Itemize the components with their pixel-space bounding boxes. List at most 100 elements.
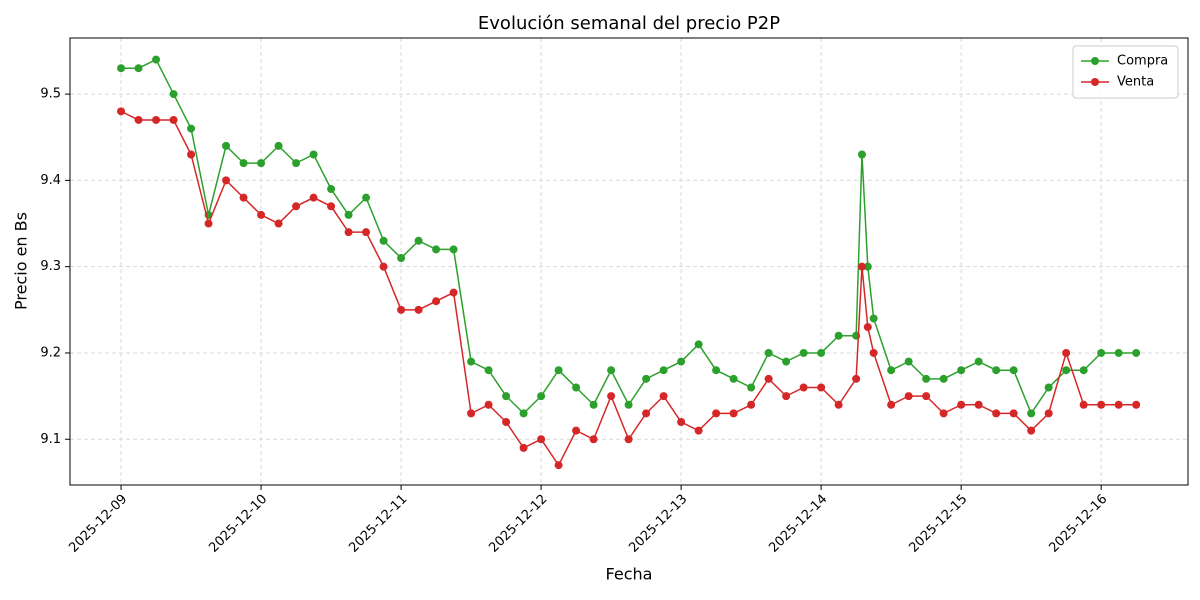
marker — [292, 159, 301, 168]
legend-marker — [1091, 57, 1099, 65]
marker — [327, 185, 336, 194]
marker — [852, 374, 861, 383]
marker — [344, 210, 353, 219]
marker — [204, 219, 213, 228]
marker — [1009, 409, 1018, 418]
marker — [904, 392, 913, 401]
marker — [502, 392, 511, 401]
x-axis-label: Fecha — [606, 565, 653, 584]
marker — [537, 392, 546, 401]
marker — [957, 366, 966, 375]
marker — [939, 374, 948, 383]
marker — [869, 314, 878, 323]
marker — [239, 193, 248, 202]
marker — [519, 443, 528, 452]
marker — [187, 124, 196, 133]
marker — [152, 55, 161, 64]
marker — [1062, 348, 1071, 357]
marker — [344, 228, 353, 237]
marker — [799, 383, 808, 392]
marker — [1114, 400, 1123, 409]
marker — [1009, 366, 1018, 375]
marker — [747, 383, 756, 392]
marker — [729, 409, 738, 418]
marker — [1044, 383, 1053, 392]
marker — [257, 159, 266, 168]
marker — [117, 107, 126, 116]
marker — [782, 392, 791, 401]
marker — [274, 141, 283, 150]
marker — [397, 305, 406, 314]
marker — [274, 219, 283, 228]
marker — [414, 236, 423, 245]
marker — [449, 245, 458, 254]
marker — [432, 245, 441, 254]
marker — [117, 64, 126, 73]
x-tick-label: 2025-12-12 — [486, 492, 550, 556]
marker — [169, 115, 178, 124]
marker — [939, 409, 948, 418]
marker — [1062, 366, 1071, 375]
marker — [134, 115, 143, 124]
marker — [747, 400, 756, 409]
marker — [817, 383, 826, 392]
marker — [572, 383, 581, 392]
plot-frame — [69, 37, 1189, 486]
marker — [519, 409, 528, 418]
marker — [1097, 348, 1106, 357]
marker — [589, 400, 598, 409]
x-tick-label: 2025-12-16 — [1046, 492, 1110, 556]
marker — [817, 348, 826, 357]
marker — [1027, 426, 1036, 435]
marker — [239, 159, 248, 168]
marker — [432, 297, 441, 306]
marker — [887, 366, 896, 375]
marker — [659, 366, 668, 375]
x-tick-label: 2025-12-15 — [906, 492, 970, 556]
marker — [414, 305, 423, 314]
legend-marker — [1091, 78, 1099, 86]
marker — [467, 409, 476, 418]
marker — [589, 435, 598, 444]
marker — [712, 366, 721, 375]
marker — [1097, 400, 1106, 409]
marker — [957, 400, 966, 409]
marker — [799, 348, 808, 357]
marker — [572, 426, 581, 435]
marker — [257, 210, 266, 219]
marker — [834, 331, 843, 340]
y-axis-label: Precio en Bs — [12, 212, 31, 310]
chart-title: Evolución semanal del precio P2P — [478, 13, 780, 34]
marker — [607, 392, 616, 401]
marker — [863, 323, 872, 332]
marker — [502, 418, 511, 427]
marker — [169, 90, 178, 99]
marker — [624, 400, 633, 409]
marker — [484, 366, 493, 375]
marker — [992, 409, 1001, 418]
y-tick-label: 9.5 — [40, 87, 61, 102]
marker — [869, 348, 878, 357]
marker — [467, 357, 476, 366]
marker — [292, 202, 301, 211]
y-tick-label: 9.2 — [40, 345, 61, 360]
marker — [379, 262, 388, 271]
marker — [694, 426, 703, 435]
x-tick-label: 2025-12-14 — [766, 492, 830, 556]
marker — [1044, 409, 1053, 418]
marker — [1027, 409, 1036, 418]
marker — [554, 461, 563, 470]
marker — [922, 374, 931, 383]
marker — [974, 400, 983, 409]
marker — [642, 374, 651, 383]
marker — [974, 357, 983, 366]
marker — [537, 435, 546, 444]
marker — [222, 141, 231, 150]
marker — [992, 366, 1001, 375]
marker — [834, 400, 843, 409]
legend-label: Venta — [1117, 75, 1154, 90]
marker — [694, 340, 703, 349]
marker — [729, 374, 738, 383]
marker — [484, 400, 493, 409]
